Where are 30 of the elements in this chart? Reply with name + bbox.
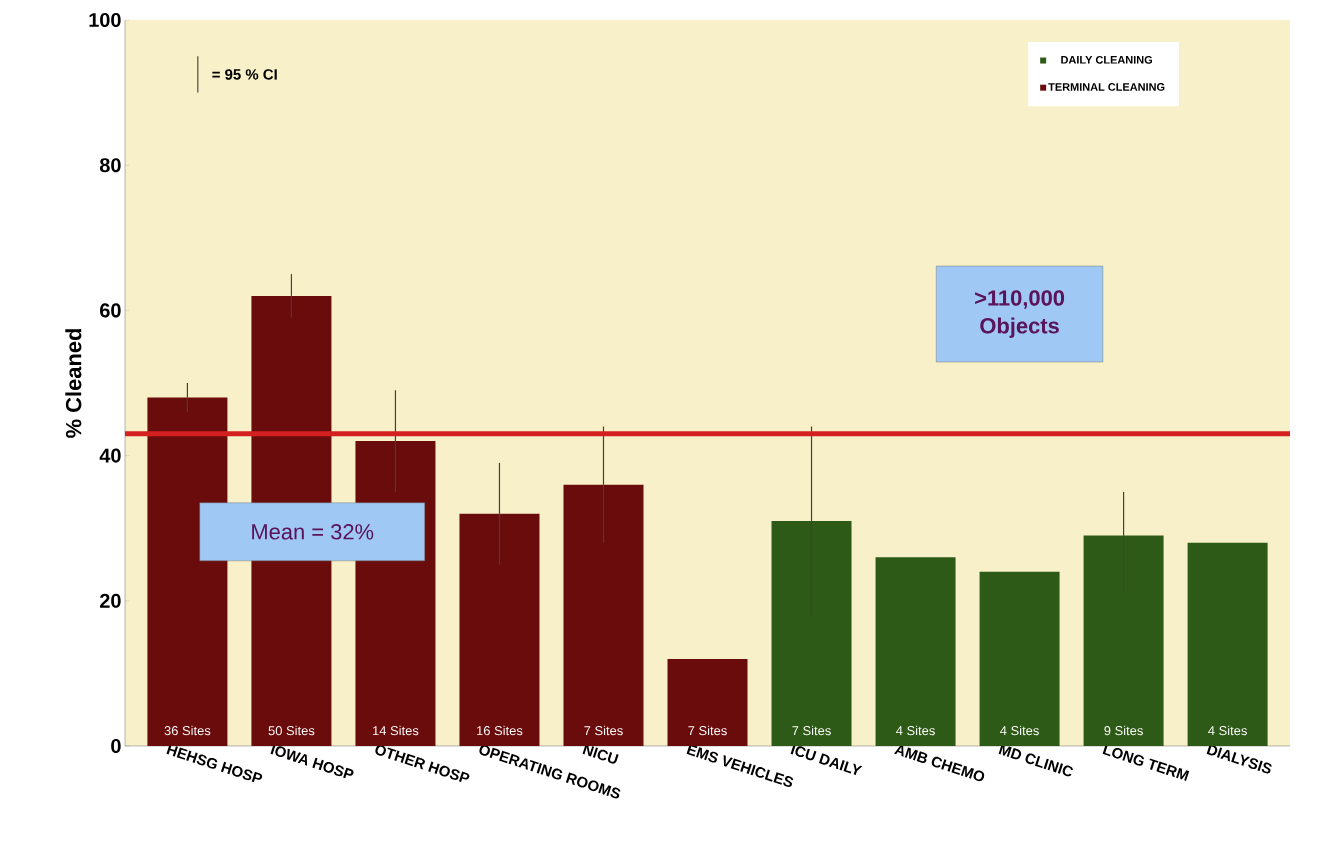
annotation: = 95 % CI: [212, 69, 277, 80]
annotation: 16 Sites: [477, 725, 523, 736]
y-tick-label: 20: [100, 593, 121, 608]
x-tick-label: OTHER HOSP: [375, 745, 470, 782]
legend-label: TERMINAL CLEANING: [1048, 83, 1165, 91]
legend-label: DAILY CLEANING: [1061, 55, 1152, 64]
y-tick-label: 0: [111, 738, 121, 754]
annotation: 50 Sites: [268, 725, 315, 736]
y-tick-label: 60: [100, 303, 121, 318]
annotation: 7 Sites: [688, 725, 727, 736]
annotation: 4 Sites: [896, 725, 935, 736]
annotation: 7 Sites: [792, 725, 831, 736]
x-tick-label: AMB CHEMO: [894, 745, 985, 782]
annotation: 36 Sites: [164, 725, 211, 736]
x-tick-label: LONG TERM: [1102, 744, 1190, 781]
annotation: 14 Sites: [373, 725, 419, 736]
annotation: 4 Sites: [1208, 725, 1247, 736]
x-tick-label: NICU: [582, 744, 619, 764]
annotation: 4 Sites: [1000, 725, 1039, 736]
annotation: Mean = 32%: [252, 524, 374, 540]
annotation: >110,000 Objects: [975, 290, 1065, 338]
x-tick-label: HEHSG HOSP: [166, 744, 263, 783]
y-axis-title: % Cleaned: [65, 329, 82, 438]
x-tick-label: IOWA HOSP: [270, 744, 354, 779]
annotation: 7 Sites: [584, 725, 623, 736]
y-tick-label: 80: [99, 158, 121, 173]
y-tick-label: 40: [99, 448, 121, 463]
annotation: 9 Sites: [1104, 725, 1143, 736]
x-tick-label: MD CLINIC: [998, 744, 1073, 777]
y-tick-label: 100: [89, 12, 121, 28]
